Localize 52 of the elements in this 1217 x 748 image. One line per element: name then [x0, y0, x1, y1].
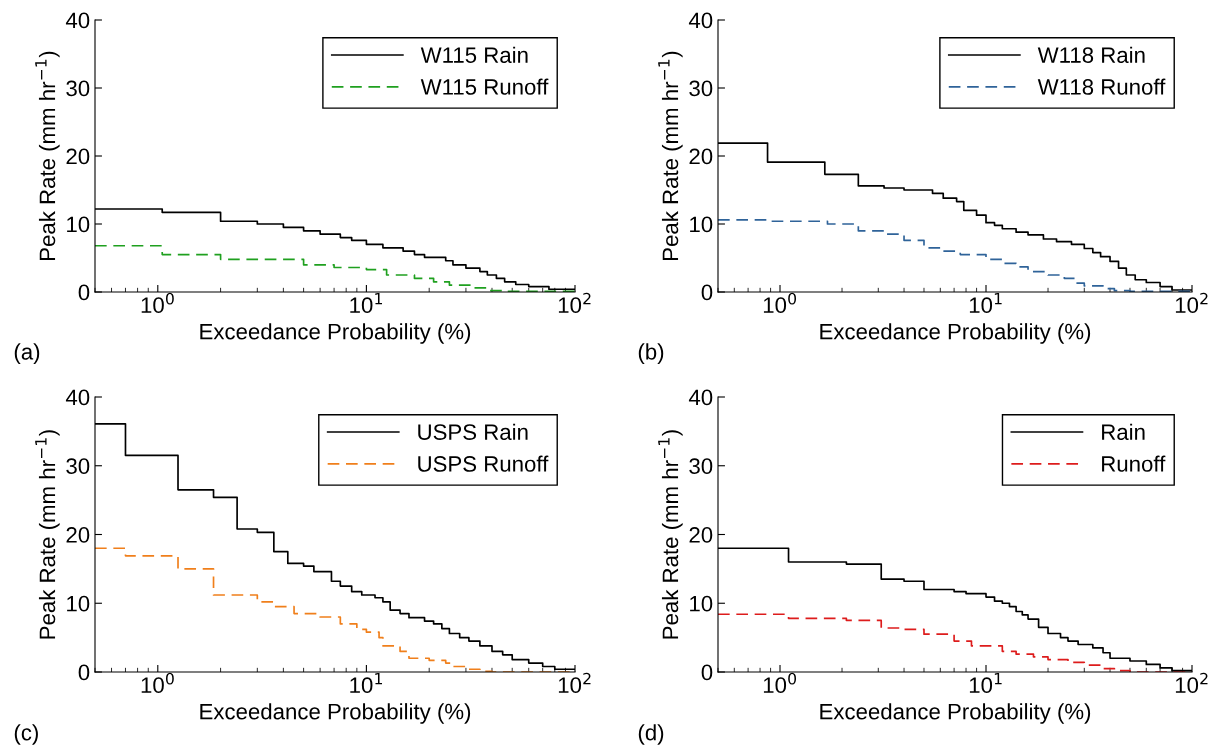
text: (a)	[14, 343, 40, 365]
legend-label: Rain	[1102, 423, 1145, 440]
x-axis-title: Exceedance Probability (%)	[200, 323, 471, 344]
x-axis-title: Exceedance Probability (%)	[200, 703, 471, 724]
y-tick-label: 0	[701, 284, 713, 301]
y-axis-title: Peak Rate (mm hr$^{−1}$)	[35, 430, 60, 639]
x-tick-label: 10$^{0}$	[141, 672, 174, 694]
x-tick-label: 10$^{0}$	[141, 292, 174, 314]
x-tick-label: 10$^{2}$	[1175, 672, 1208, 694]
x-axis-title: Exceedance Probability (%)	[820, 323, 1091, 344]
x-tick-label: 10$^{2}$	[558, 672, 591, 694]
text: (c)	[14, 724, 38, 745]
x-axis-title: Exceedance Probability (%)	[820, 703, 1091, 724]
y-tick-label: 40	[65, 12, 90, 29]
x-tick-label: 10$^{1}$	[969, 672, 1002, 694]
x-tick-label: 10$^{0}$	[763, 292, 797, 314]
legend-label: W118 Runoff	[1037, 78, 1166, 95]
legend-label: W115 Runoff	[420, 78, 549, 95]
y-axis-title: Peak Rate (mm hr$^{−1}$)	[35, 51, 60, 260]
legend-label: USPS Rain	[418, 423, 528, 440]
y-tick-label: 30	[66, 458, 90, 475]
y-tick-label: 30	[689, 458, 713, 475]
text: (d)	[638, 724, 664, 745]
y-tick-label: 20	[689, 148, 713, 165]
y-tick-label: 0	[78, 284, 90, 301]
y-tick-label: 0	[78, 664, 90, 681]
y-tick-label: 40	[688, 12, 713, 29]
x-tick-label: 10$^{0}$	[763, 672, 797, 694]
y-axis-title: Peak Rate (mm hr$^{−1}$)	[658, 51, 683, 260]
y-axis-title: Peak Rate (mm hr$^{−1}$)	[658, 430, 683, 639]
y-tick-label: 10	[67, 216, 90, 233]
x-tick-label: 10$^{1}$	[969, 292, 1002, 314]
y-tick-label: 10	[67, 595, 90, 612]
legend-label: W118 Rain	[1037, 46, 1145, 63]
y-tick-label: 40	[688, 389, 713, 406]
y-tick-label: 20	[66, 148, 90, 165]
y-tick-label: 0	[701, 664, 713, 681]
x-tick-label: 10$^{2}$	[1175, 292, 1208, 314]
y-tick-label: 30	[66, 80, 90, 97]
x-tick-label: 10$^{2}$	[558, 292, 591, 314]
legend-label: Runoff	[1102, 455, 1166, 472]
y-tick-label: 30	[689, 80, 713, 97]
x-tick-label: 10$^{1}$	[350, 672, 383, 694]
x-tick-label: 10$^{1}$	[350, 292, 383, 314]
legend-label: USPS Runoff	[418, 455, 549, 472]
y-tick-label: 20	[66, 527, 90, 543]
y-tick-label: 10	[690, 595, 713, 612]
legend-label: W115 Rain	[420, 46, 528, 63]
y-tick-label: 10	[690, 216, 713, 233]
y-tick-label: 20	[689, 527, 713, 543]
y-tick-label: 40	[65, 389, 90, 406]
text: (b)	[638, 343, 664, 365]
